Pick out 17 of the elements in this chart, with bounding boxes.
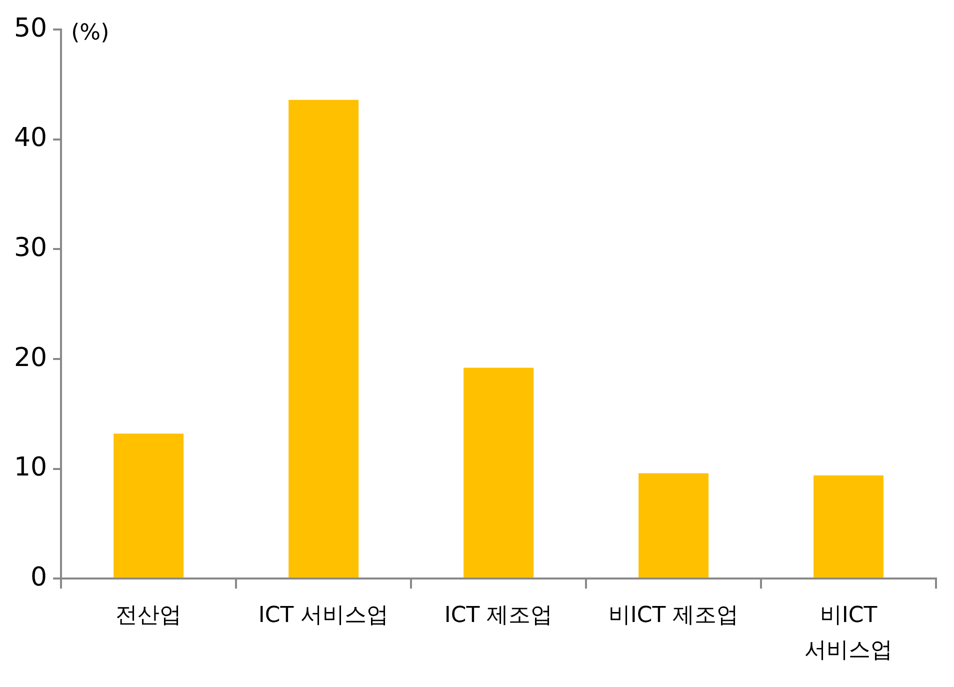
y-tick-label: 30 bbox=[14, 232, 48, 263]
x-tick-label: 비ICT 서비스업 bbox=[804, 602, 893, 664]
y-axis-title: (%) bbox=[71, 20, 110, 46]
x-tick-label: ICT 서비스업 bbox=[258, 602, 389, 628]
y-tick-label: 0 bbox=[30, 562, 48, 592]
x-tick-label: 전산업 bbox=[116, 602, 182, 628]
y-tick-label: 10 bbox=[14, 452, 48, 483]
bar bbox=[288, 100, 359, 578]
y-tick-label: 40 bbox=[14, 123, 48, 154]
x-tick-label: ICT 제조업 bbox=[444, 602, 553, 628]
bar bbox=[814, 475, 884, 578]
bar bbox=[464, 368, 534, 578]
y-tick-label: 20 bbox=[14, 342, 48, 373]
bar bbox=[114, 434, 184, 578]
x-tick-label: 비ICT 제조업 bbox=[608, 602, 739, 628]
y-tick-label: 50 bbox=[14, 13, 48, 44]
bar bbox=[638, 473, 709, 578]
